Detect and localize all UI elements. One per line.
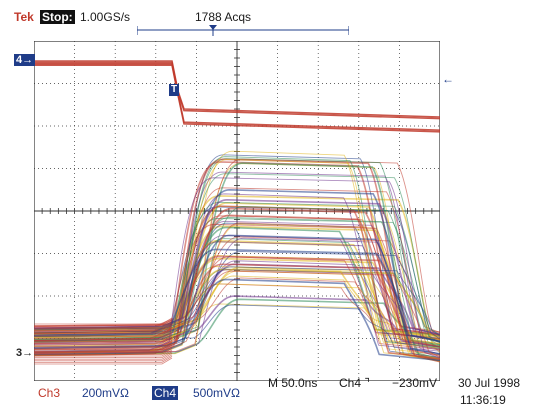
ch3-scale: 200mVΩ	[82, 386, 129, 400]
ch4-scale: 500mVΩ	[193, 386, 240, 400]
ch4-label[interactable]: Ch4	[152, 386, 179, 400]
waveform-traces	[33, 60, 441, 365]
brand-label: Tek	[14, 10, 34, 24]
sample-rate: 1.00GS/s	[80, 10, 131, 24]
waveform-area	[33, 40, 441, 382]
capture-time: 11:36:19	[460, 393, 506, 407]
ch3-ground-marker[interactable]: 3→	[16, 347, 34, 359]
acquisition-count: 1788 Acqs	[195, 10, 252, 24]
ch4-ground-marker[interactable]: 4→	[14, 54, 36, 66]
capture-date: 30 Jul 1998	[458, 376, 521, 390]
ch3-label[interactable]: Ch3	[38, 386, 61, 400]
scope-display[interactable]	[33, 40, 441, 382]
trigger-level-icon[interactable]: ←	[442, 72, 454, 86]
timebase-readout: M 50.0ns	[268, 376, 318, 390]
acquisition-state: Stop:	[40, 10, 75, 24]
trigger-source: Ch4 ⌝	[339, 376, 370, 390]
trigger-point-marker[interactable]: T	[169, 84, 179, 96]
trigger-level-readout: −230mV	[392, 376, 438, 390]
trigger-position-bracket	[137, 25, 349, 36]
